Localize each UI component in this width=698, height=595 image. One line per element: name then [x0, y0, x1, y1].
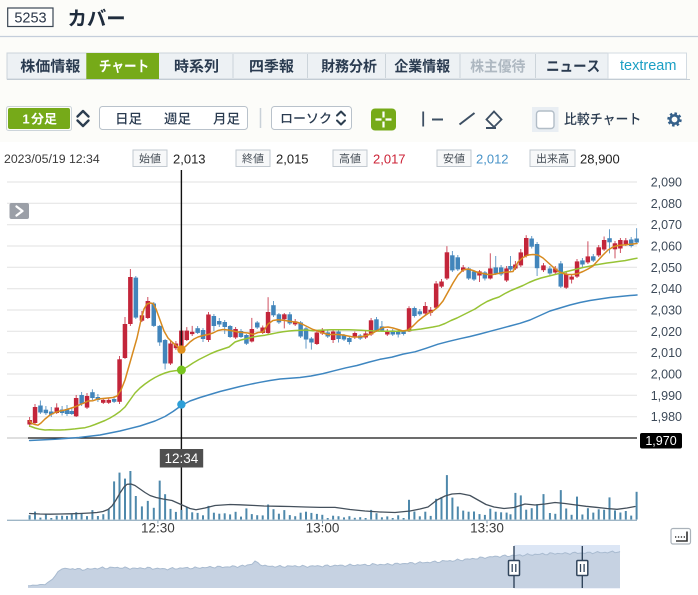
svg-text:2,020: 2,020: [651, 325, 682, 339]
svg-text:2,030: 2,030: [651, 304, 682, 318]
svg-text:2,070: 2,070: [651, 218, 682, 232]
svg-text:2,050: 2,050: [651, 261, 682, 275]
svg-text:textream: textream: [620, 58, 676, 74]
svg-text:2,012: 2,012: [476, 152, 509, 167]
svg-text:2,013: 2,013: [173, 152, 206, 167]
svg-text:1: 1: [22, 112, 29, 127]
svg-text:2,090: 2,090: [651, 176, 682, 190]
svg-text:2,080: 2,080: [651, 197, 682, 211]
svg-text:12:34: 12:34: [165, 451, 199, 466]
svg-text:2,000: 2,000: [651, 368, 682, 382]
svg-text:2,010: 2,010: [651, 346, 682, 360]
svg-text:13:30: 13:30: [470, 521, 504, 536]
svg-text:5253: 5253: [14, 11, 46, 27]
svg-text:12:30: 12:30: [141, 521, 175, 536]
svg-text:2,060: 2,060: [651, 240, 682, 254]
svg-text:13:00: 13:00: [306, 521, 340, 536]
svg-text:2023/05/19 12:34: 2023/05/19 12:34: [4, 152, 100, 166]
svg-text:2,040: 2,040: [651, 282, 682, 296]
svg-text:1,980: 1,980: [651, 410, 682, 424]
svg-text:1,990: 1,990: [651, 389, 682, 403]
svg-text:2,017: 2,017: [373, 152, 406, 167]
svg-text:2,015: 2,015: [276, 152, 309, 167]
svg-text:28,900: 28,900: [580, 152, 620, 167]
svg-text:1,970: 1,970: [645, 434, 676, 448]
